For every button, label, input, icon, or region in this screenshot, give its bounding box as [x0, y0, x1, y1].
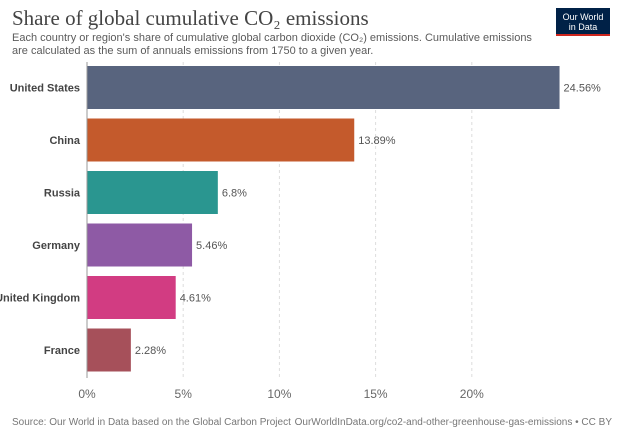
x-tick-label: 20%	[460, 387, 484, 401]
category-label: France	[44, 345, 80, 357]
bar	[87, 276, 176, 319]
bar	[87, 223, 193, 267]
bar	[87, 66, 560, 109]
category-label: Russia	[44, 188, 81, 200]
x-tick-label: 0%	[78, 387, 96, 401]
x-tick-label: 15%	[364, 387, 388, 401]
bar	[87, 171, 218, 214]
owid-logo[interactable]: Our World in Data	[556, 8, 610, 36]
value-label: 2.28%	[135, 345, 166, 357]
category-label: Germany	[32, 240, 81, 252]
value-label: 4.61%	[180, 293, 211, 305]
chart-title: Share of global cumulative CO₂ emissions	[12, 6, 369, 30]
category-label: China	[49, 135, 80, 147]
bar	[87, 328, 131, 372]
source-url[interactable]: OurWorldInData.org/co2-and-other-greenho…	[294, 417, 612, 428]
chart-subtitle: Each country or region's share of cumula…	[12, 32, 532, 57]
logo-line-2: in Data	[568, 22, 598, 32]
value-label: 13.89%	[358, 135, 396, 147]
logo-line-1: Our World	[562, 12, 604, 22]
value-label: 24.56%	[564, 83, 602, 95]
category-label: United States	[10, 83, 80, 95]
x-tick-label: 5%	[175, 387, 193, 401]
x-tick-label: 10%	[267, 387, 291, 401]
category-label: United Kingdom	[0, 293, 80, 305]
value-label: 6.8%	[222, 188, 247, 200]
source-note: Source: Our World in Data based on the G…	[12, 417, 291, 428]
bar	[87, 118, 355, 162]
value-label: 5.46%	[196, 240, 227, 252]
